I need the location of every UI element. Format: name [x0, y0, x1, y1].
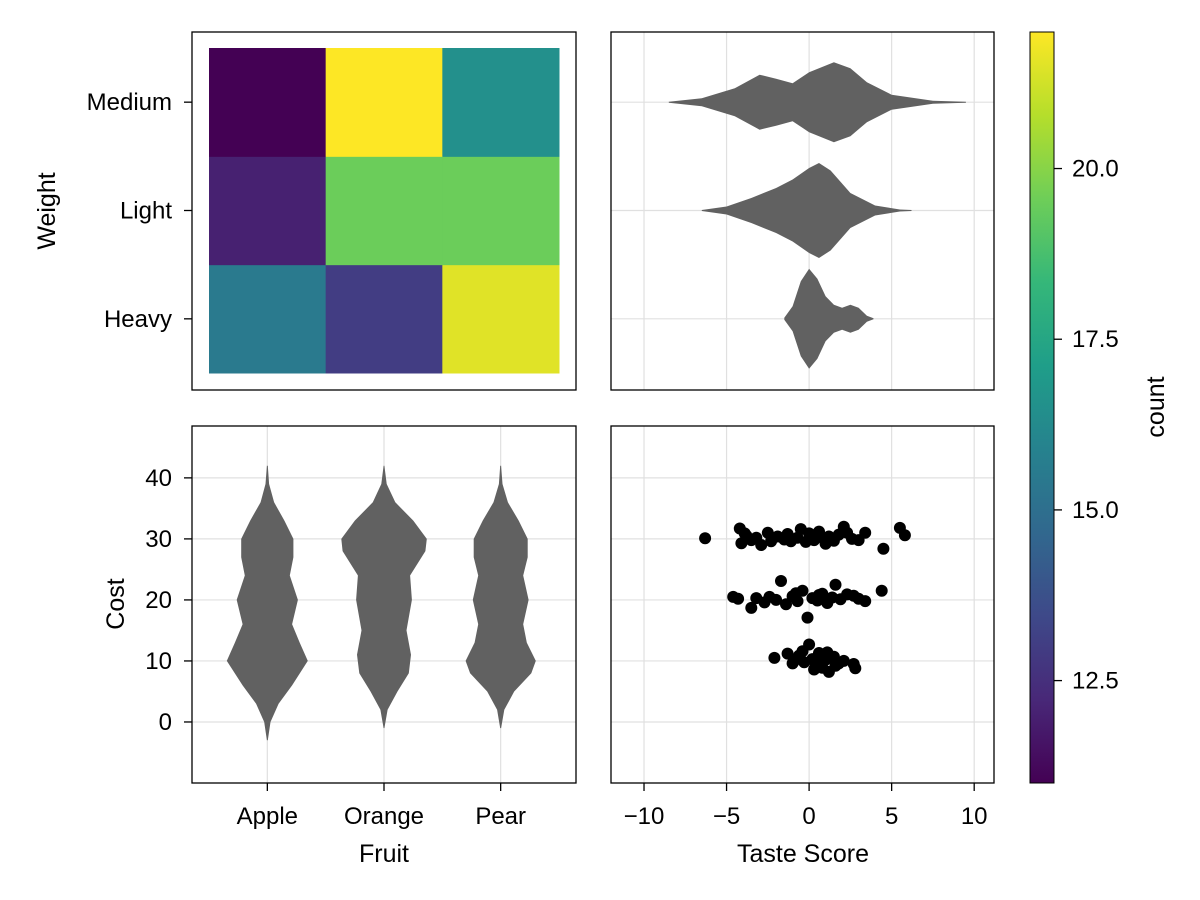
fruit-axis-label: Fruit [359, 840, 409, 868]
scatter-point [738, 527, 751, 540]
taste-violin-frame [610, 31, 995, 391]
scatter-point [813, 589, 825, 601]
taste-violin-medium [668, 62, 966, 143]
cost-tick-label: 0 [159, 709, 172, 736]
heatmap-cell-apple-medium [209, 48, 327, 157]
scatter-point [768, 651, 781, 664]
heatmap-cell-apple-light [209, 156, 327, 266]
heatmap-panel: Heavy Light Medium Weight [33, 31, 577, 391]
taste-violin-heavy [784, 268, 874, 369]
scatter-point [781, 528, 794, 540]
scatter-point [859, 595, 872, 608]
cost-tick-label: 30 [145, 526, 172, 553]
fruit-tick-label-pear: Pear [475, 803, 526, 830]
taste-tick-label: 5 [885, 803, 898, 830]
cost-violin-orange [341, 465, 427, 729]
heatmap-cell-apple-heavy [209, 264, 327, 374]
scatter-point [803, 527, 816, 540]
taste-score-axis-label: Taste Score [737, 840, 869, 868]
cost-violin-panel: 0 10 20 30 40 Apple Orange Pear Fruit Cost [102, 425, 577, 868]
scatter-point [801, 611, 814, 624]
scatter-point [732, 592, 745, 605]
weight-tick-label-heavy: Heavy [104, 306, 172, 333]
colorbar-tick-label: 12.5 [1072, 668, 1119, 695]
cost-tick-label: 10 [145, 648, 172, 675]
scatter-point [789, 587, 802, 600]
scatter-point [829, 578, 842, 591]
scatter-point [786, 657, 799, 670]
scatter-point [808, 663, 821, 676]
colorbar-tick-label: 15.0 [1072, 497, 1119, 524]
taste-violin-panel [610, 31, 995, 391]
cost-tick-label: 40 [145, 465, 172, 492]
scatter-point [699, 532, 712, 545]
cost-violin-pear [465, 465, 536, 729]
scatter-point [877, 542, 890, 555]
scatter-point [811, 651, 824, 664]
taste-tick-label: 0 [802, 803, 815, 830]
heatmap-cell-pear-heavy [442, 264, 560, 374]
colorbar: 12.5 15.0 17.5 20.0 count [1029, 31, 1170, 784]
weight-tick-label-light: Light [120, 198, 172, 225]
cost-tick-label: 20 [145, 587, 172, 614]
taste-tick-label: −10 [624, 803, 665, 830]
weight-axis-label: Weight [33, 172, 61, 249]
scatter-point [735, 537, 748, 550]
taste-tick-label: −5 [713, 803, 740, 830]
fruit-tick-label-orange: Orange [344, 803, 424, 830]
scatter-point [796, 645, 809, 658]
scatter-frame [610, 425, 995, 784]
scatter-point [745, 601, 758, 614]
heatmap-cell-orange-light [325, 156, 443, 266]
scatter-point [770, 593, 783, 606]
scatter-point [755, 539, 768, 551]
heatmap-cell-pear-light [442, 156, 560, 266]
scatter-point [780, 598, 792, 611]
heatmap-cell-pear-medium [442, 48, 560, 157]
scatter-point [829, 659, 842, 672]
fruit-tick-label-apple: Apple [237, 803, 298, 830]
scatter-point [821, 646, 834, 659]
scatter-point [875, 584, 888, 597]
heatmap-cell-orange-heavy [325, 264, 443, 374]
scatter-panel: −10 −5 0 5 10 Taste Score [610, 425, 995, 868]
scatter-point [859, 526, 872, 539]
weight-tick-label-medium: Medium [87, 89, 172, 116]
scatter-point [849, 662, 862, 675]
colorbar-label: count [1142, 376, 1170, 437]
scatter-point [775, 575, 787, 587]
cost-violin-apple [226, 465, 308, 741]
scatter-point [819, 537, 832, 550]
taste-tick-label: 10 [961, 803, 988, 830]
colorbar-tick-label: 17.5 [1072, 326, 1119, 353]
heatmap-cell-orange-medium [325, 48, 443, 157]
colorbar-gradient [1029, 31, 1055, 784]
cost-axis-label: Cost [102, 578, 130, 629]
taste-violin-light [701, 163, 912, 258]
colorbar-tick-label: 20.0 [1072, 156, 1119, 183]
scatter-point [898, 529, 911, 542]
